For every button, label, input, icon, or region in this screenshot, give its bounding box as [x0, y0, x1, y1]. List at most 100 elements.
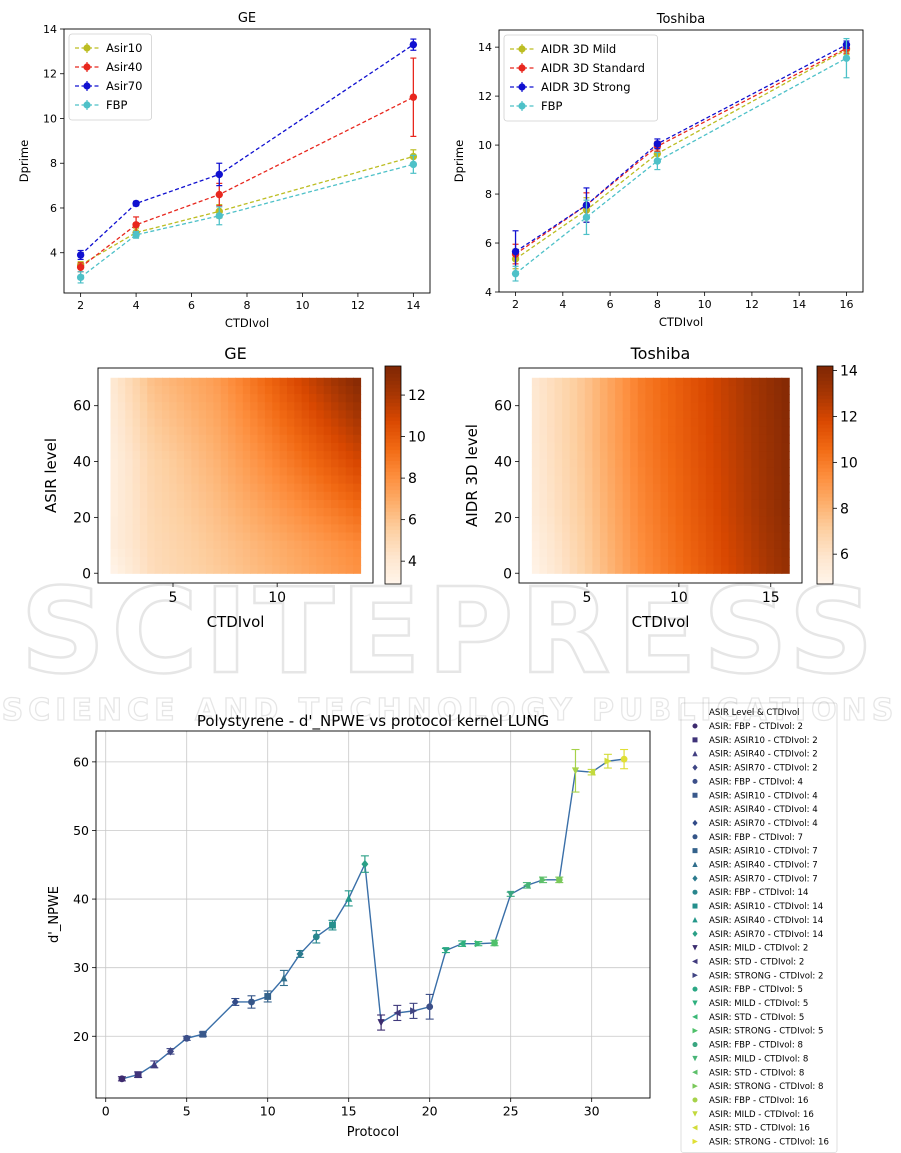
toshiba-heatmap-cell-2-9 — [546, 451, 556, 460]
ge-heatmap-cell-28-11 — [316, 467, 325, 477]
ge-heatmap-cell-27-4 — [309, 410, 317, 420]
toshiba-heatmap-cell-16-20 — [652, 540, 662, 550]
toshiba-heatmap-cell-9-4 — [599, 410, 609, 420]
ge-heatmap-cell-12-8 — [198, 442, 207, 452]
ge-heatmap-cell-14-14 — [213, 491, 222, 501]
toshiba-heatmap-cell-13-6 — [630, 426, 639, 436]
toshiba-heatmap-cell-9-5 — [599, 418, 609, 428]
toshiba-heatmap-cell-10-21 — [607, 548, 616, 558]
polystyrene-legend-marker-9 — [692, 848, 698, 854]
ge-heatmap-xtick-label-0: 5 — [169, 590, 178, 606]
toshiba-heatmap-cell-29-17 — [751, 516, 760, 525]
polystyrene-ytick-label-3: 50 — [73, 823, 89, 838]
ge-heatmap-cell-10-21 — [184, 548, 192, 558]
ge-heatmap-cell-23-5 — [279, 418, 288, 428]
ge-heatmap-cell-11-11 — [191, 467, 200, 477]
ge-heatmap-cell-16-14 — [228, 491, 237, 501]
ge-heatmap-cell-12-14 — [198, 491, 207, 501]
ge-heatmap-cell-12-11 — [198, 467, 207, 477]
toshiba-heatmap-cell-9-2 — [599, 394, 609, 403]
ge-heatmap-cell-2-20 — [125, 540, 134, 550]
toshiba-heatmap-cell-23-4 — [705, 410, 715, 420]
toshiba-heatmap-cell-28-11 — [743, 467, 752, 477]
ge-heatmap-cell-9-14 — [176, 491, 185, 501]
toshiba-heatmap-cell-28-16 — [743, 508, 752, 517]
ge-heatmap-cell-6-2 — [154, 394, 163, 403]
toshiba-heatmap-cell-31-3 — [766, 402, 775, 411]
ge-heatmap-cell-26-19 — [301, 532, 310, 542]
toshiba-heatmap-cell-22-7 — [698, 434, 707, 444]
ge-heatmap-cell-7-5 — [161, 418, 170, 428]
polystyrene-legend-label-15: ASIR: ASIR70 - CTDIvol: 14 — [709, 930, 823, 940]
toshiba-heatmap-cell-21-13 — [690, 483, 699, 493]
ge-heatmap-colorbar-seg-53 — [385, 387, 401, 392]
ge-heatmap-cell-24-23 — [286, 565, 295, 574]
ge-heatmap-cell-18-12 — [242, 475, 251, 485]
toshiba-heatmap-cell-6-22 — [577, 556, 586, 566]
toshiba-heatmap-cell-17-18 — [660, 524, 669, 534]
ge-heatmap-cell-5-9 — [147, 451, 156, 460]
toshiba-heatmap-cell-7-4 — [584, 410, 593, 420]
polystyrene-legend-label-26: ASIR: STRONG - CTDIvol: 8 — [709, 1082, 824, 1092]
ge-heatmap-cell-10-4 — [184, 410, 192, 420]
ge-heatmap-cell-18-19 — [242, 532, 251, 542]
ge-heatmap-cell-25-5 — [294, 418, 303, 428]
ge-line-legend-label-3: FBP — [106, 98, 128, 112]
ge-heatmap-cell-28-3 — [316, 402, 325, 411]
toshiba-heatmap-cell-33-20 — [781, 540, 790, 550]
ge-heatmap-cell-33-12 — [353, 475, 362, 485]
toshiba-heatmap-cell-27-10 — [736, 459, 745, 468]
toshiba-heatmap-cell-32-17 — [774, 516, 783, 525]
ge-heatmap-cell-16-6 — [228, 426, 237, 436]
ge-heatmap-cell-26-4 — [301, 410, 310, 420]
ge-heatmap-cell-1-9 — [117, 451, 126, 460]
toshiba-heatmap-cell-20-15 — [683, 499, 692, 509]
toshiba-heatmap-cell-3-15 — [554, 499, 563, 509]
toshiba-heatmap-cell-14-7 — [637, 434, 646, 444]
toshiba-heatmap-cell-25-9 — [721, 451, 730, 460]
ge-heatmap-colorbar-seg-59 — [385, 366, 401, 371]
ge-heatmap-cell-3-19 — [132, 532, 141, 542]
ge-heatmap-cell-18-15 — [242, 499, 251, 509]
toshiba-heatmap-cell-17-7 — [660, 434, 669, 444]
toshiba-heatmap-colorbar-seg-28 — [817, 478, 833, 483]
ge-heatmap-cell-14-4 — [213, 410, 222, 420]
toshiba-heatmap-cell-31-15 — [766, 499, 775, 509]
ge-heatmap-cell-5-20 — [147, 540, 156, 550]
ge-heatmap-cell-17-9 — [235, 451, 244, 460]
toshiba-heatmap-cell-14-20 — [637, 540, 646, 550]
toshiba-heatmap-cell-16-9 — [652, 451, 662, 460]
toshiba-heatmap-cell-25-7 — [721, 434, 730, 444]
toshiba-heatmap-cell-33-15 — [781, 499, 790, 509]
ge-heatmap-cell-29-16 — [323, 508, 332, 517]
toshiba-heatmap-colorbar-seg-39 — [817, 438, 833, 443]
toshiba-heatmap-cell-16-6 — [652, 426, 662, 436]
toshiba-heatmap-cell-24-13 — [713, 483, 722, 493]
toshiba-heatmap-cell-11-2 — [615, 394, 624, 403]
ge-heatmap-cell-16-8 — [228, 442, 237, 452]
toshiba-heatmap-cell-33-14 — [781, 491, 790, 501]
ge-heatmap-colorbar-seg-29 — [385, 475, 401, 480]
toshiba-heatmap-cell-24-12 — [713, 475, 722, 485]
ge-heatmap-cell-11-22 — [191, 556, 200, 566]
ge-heatmap-cell-10-1 — [184, 385, 192, 395]
polystyrene-legend-label-16: ASIR: MILD - CTDIvol: 2 — [709, 944, 808, 954]
ge-heatmap-cell-6-17 — [154, 516, 163, 525]
ge-heatmap-colorbar-seg-34 — [385, 456, 401, 461]
ge-heatmap-cell-21-15 — [264, 499, 273, 509]
toshiba-line-legend-label-1: AIDR 3D Standard — [541, 61, 645, 75]
ge-heatmap-cell-20-16 — [257, 508, 266, 517]
toshiba-heatmap-cell-15-8 — [645, 442, 654, 452]
polystyrene-legend-label-27: ASIR: FBP - CTDIvol: 16 — [709, 1096, 808, 1106]
ge-heatmap-cell-27-21 — [309, 548, 317, 558]
ge-heatmap-cell-1-22 — [117, 556, 126, 566]
toshiba-heatmap-cell-25-4 — [721, 410, 730, 420]
ge-heatmap-cell-4-7 — [139, 434, 148, 444]
ge-heatmap-cell-20-9 — [257, 451, 266, 460]
ge-heatmap-cell-16-20 — [228, 540, 237, 550]
toshiba-heatmap-cell-0-5 — [531, 418, 541, 428]
toshiba-heatmap-cell-7-18 — [584, 524, 593, 534]
ge-heatmap-cell-15-17 — [220, 516, 229, 525]
